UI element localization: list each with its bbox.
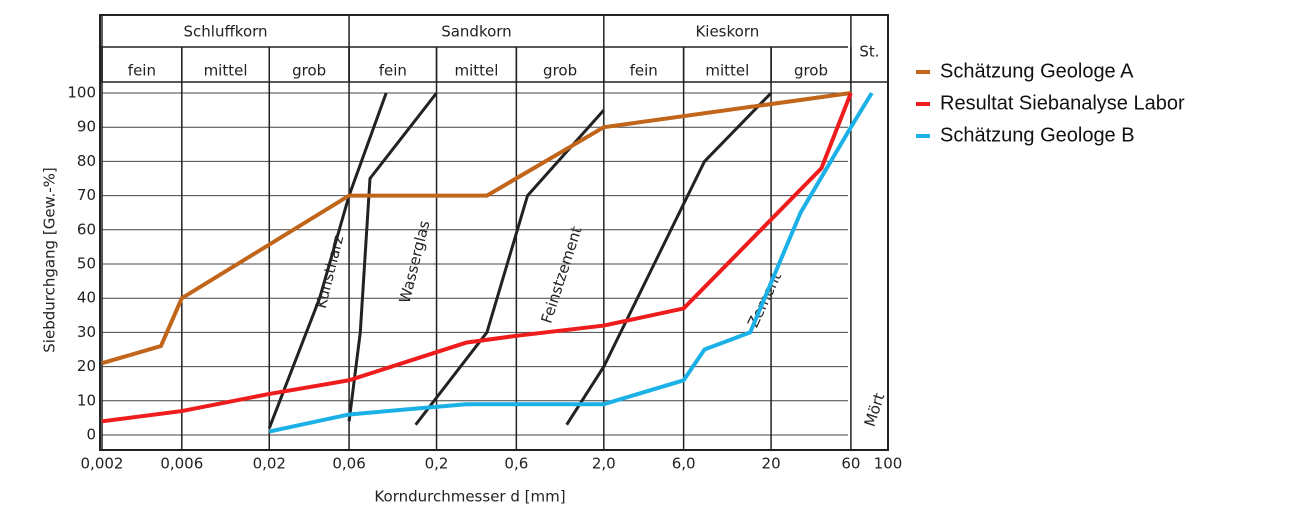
y-tick-label: 0	[86, 426, 96, 444]
y-tick-label: 50	[77, 255, 96, 273]
series-line	[268, 91, 874, 434]
series-line	[101, 92, 853, 424]
subclass-label: fein	[379, 62, 407, 80]
y-axis-label: Siebdurchgang [Gew.-%]	[41, 167, 59, 352]
y-tick-label: 40	[77, 289, 96, 307]
x-tick-label: 0,006	[160, 455, 203, 473]
y-tick-label: 90	[77, 118, 96, 136]
zone-curve	[565, 91, 773, 426]
x-tick-label: 100	[874, 455, 903, 473]
class-label: Sandkorn	[441, 23, 511, 41]
legend: Schätzung Geologe A Resultat Siebanalyse …	[916, 60, 1185, 146]
subclass-label: mittel	[705, 62, 749, 80]
y-tick-label: 70	[77, 186, 96, 204]
y-tick-label: 100	[67, 84, 96, 102]
subclass-label: fein	[630, 62, 658, 80]
x-tick-label: 0,2	[425, 455, 449, 473]
series-line	[101, 91, 852, 366]
zone-label: Feinstzement	[537, 224, 585, 325]
y-tick-label: 30	[77, 323, 96, 341]
legend-label: Schätzung Geologe A	[940, 60, 1134, 82]
legend-label: Schätzung Geologe B	[940, 124, 1135, 146]
class-label: St.	[859, 43, 879, 61]
y-tick-label: 80	[77, 152, 96, 170]
legend-label: Resultat Siebanalyse Labor	[940, 92, 1185, 114]
subclass-label: grob	[543, 62, 577, 80]
subclass-label: grob	[292, 62, 326, 80]
x-tick-label: 0,6	[504, 455, 528, 473]
class-label: Schluffkorn	[184, 23, 268, 41]
x-tick-label: 20	[762, 455, 781, 473]
y-tick-label: 20	[77, 357, 96, 375]
subclass-label: grob	[794, 62, 828, 80]
x-tick-label: 0,002	[81, 455, 124, 473]
class-label: Kieskorn	[695, 23, 759, 41]
subclass-label: fein	[128, 62, 156, 80]
subclass-label: mittel	[454, 62, 498, 80]
x-tick-label: 2,0	[592, 455, 616, 473]
x-tick-label: 6,0	[672, 455, 696, 473]
zone-label: Wasserglas	[396, 219, 434, 306]
y-tick-label: 60	[77, 220, 96, 238]
subclass-label: mittel	[204, 62, 248, 80]
y-tick-label: 10	[77, 391, 96, 409]
x-axis-label: Korndurchmesser d [mm]	[374, 488, 565, 506]
zone-label: Kunstharz	[312, 233, 348, 310]
zone-label: Mört	[861, 391, 889, 429]
zone-curve	[267, 92, 388, 429]
x-tick-label: 0,06	[332, 455, 365, 473]
zone-curve	[414, 109, 605, 426]
x-tick-label: 60	[841, 455, 860, 473]
frame	[99, 14, 889, 451]
x-tick-label: 0,02	[253, 455, 286, 473]
